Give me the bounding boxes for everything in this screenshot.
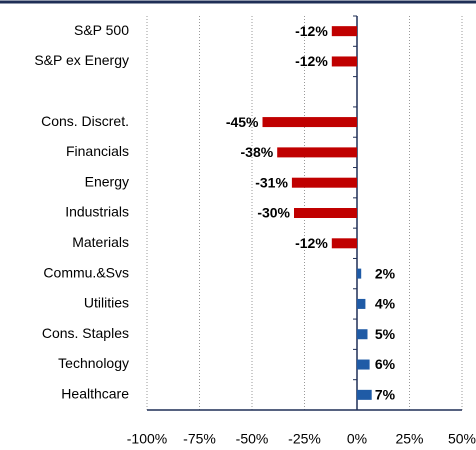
y-tick-label: Commu.&Svs [43,264,129,280]
value-label: 4% [375,296,396,312]
x-tick-label: -75% [183,431,216,447]
value-label: -12% [295,235,328,251]
bar [331,26,357,37]
value-label: 6% [375,356,396,372]
x-tick-label: 0% [347,431,367,447]
value-label: -38% [241,144,274,160]
value-label: 7% [375,387,396,403]
value-label: 2% [375,265,396,281]
x-tick-label: -25% [288,431,321,447]
y-tick-label: Financials [66,143,129,159]
bar [294,208,357,218]
y-tick-label: Cons. Discret. [41,113,129,129]
y-tick-label: Industrials [65,204,129,220]
y-tick-label: Energy [85,173,129,189]
bar [357,298,366,309]
y-tick-label: Materials [72,234,129,250]
bar [357,329,368,340]
value-label: -12% [295,23,328,39]
value-label: -45% [226,114,259,130]
y-tick-label: Technology [58,355,129,371]
y-tick-label: Cons. Staples [42,325,129,341]
value-label: -12% [295,53,328,69]
bar [357,389,372,400]
y-tick-label: Utilities [84,295,129,311]
x-tick-label: 50% [448,431,476,447]
y-tick-label: S&P ex Energy [34,52,129,68]
bar [262,117,357,128]
bar [357,359,370,370]
bar [277,147,357,158]
value-label: -30% [257,205,290,221]
bar [357,268,362,279]
x-tick-label: 25% [395,431,423,447]
x-tick-label: -50% [236,431,269,447]
bar [291,177,357,188]
y-tick-label: Healthcare [61,386,129,402]
bar [331,56,357,67]
y-tick-label: S&P 500 [74,22,129,38]
value-label: 5% [375,326,396,342]
bar [331,238,357,249]
x-tick-label: -100% [127,431,167,447]
value-label: -31% [255,174,288,190]
